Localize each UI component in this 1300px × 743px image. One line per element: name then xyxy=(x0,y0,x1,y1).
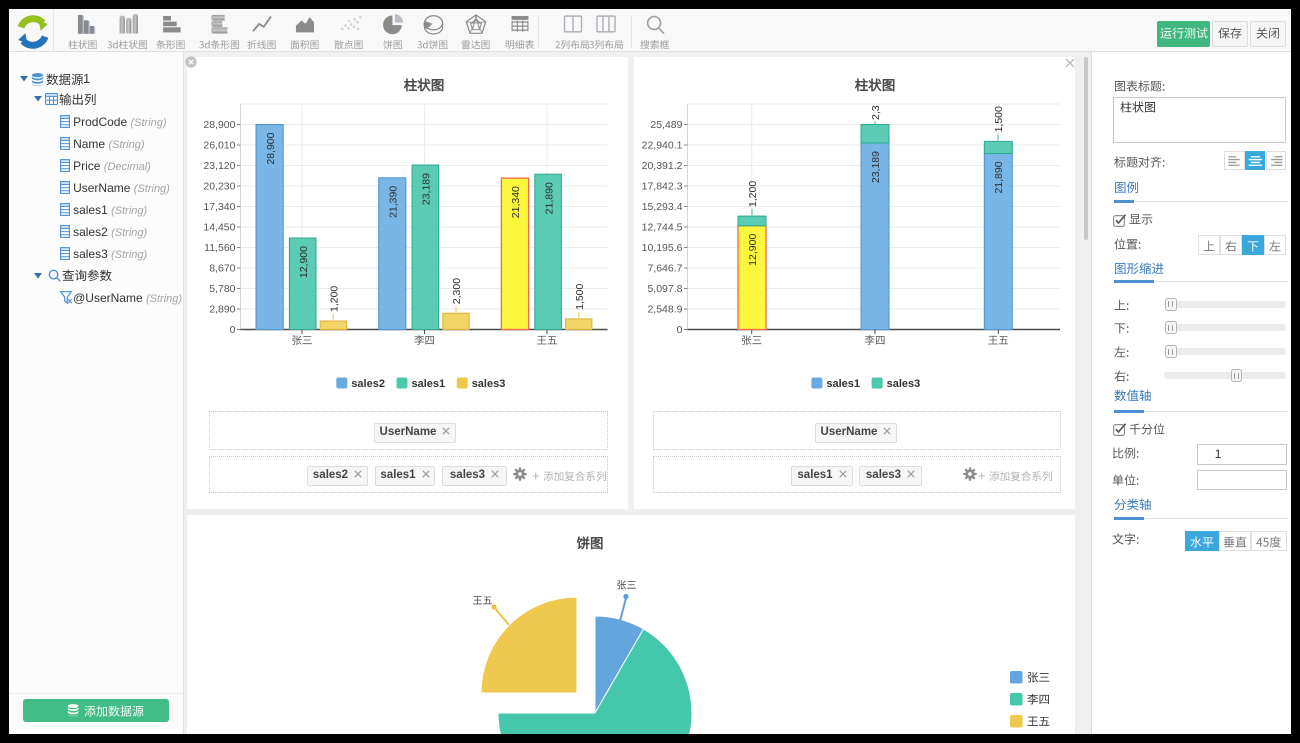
svg-text:sales2: sales2 xyxy=(351,378,385,390)
svg-text:0: 0 xyxy=(230,324,236,336)
svg-text:12,900: 12,900 xyxy=(747,234,759,266)
svg-text:22,940.1: 22,940.1 xyxy=(642,139,683,151)
svg-text:2,3: 2,3 xyxy=(870,105,882,120)
svg-text:5,780: 5,780 xyxy=(209,283,235,295)
svg-text:25,489: 25,489 xyxy=(650,119,682,131)
svg-text:1,500: 1,500 xyxy=(574,283,586,309)
svg-text:14,450: 14,450 xyxy=(203,221,235,233)
svg-text:sales3: sales3 xyxy=(887,378,921,390)
svg-text:10,195.6: 10,195.6 xyxy=(642,242,683,254)
svg-text:17,340: 17,340 xyxy=(203,201,235,213)
svg-text:sales1: sales1 xyxy=(826,378,860,390)
svg-text:sales1: sales1 xyxy=(412,378,446,390)
svg-text:11,560: 11,560 xyxy=(204,242,235,254)
svg-text:sales3: sales3 xyxy=(472,378,506,390)
svg-text:1,500: 1,500 xyxy=(993,106,1005,132)
svg-text:28,900: 28,900 xyxy=(265,132,277,164)
svg-text:2,890: 2,890 xyxy=(209,303,235,315)
svg-text:20,391.2: 20,391.2 xyxy=(642,160,683,172)
svg-text:7,646.7: 7,646.7 xyxy=(647,262,682,274)
svg-text:26,010: 26,010 xyxy=(203,139,235,151)
svg-text:23,120: 23,120 xyxy=(203,160,235,172)
svg-text:0: 0 xyxy=(677,324,683,336)
svg-text:1,200: 1,200 xyxy=(329,286,341,312)
svg-text:17,842.3: 17,842.3 xyxy=(642,180,683,192)
svg-text:21,390: 21,390 xyxy=(388,186,400,218)
svg-text:1,200: 1,200 xyxy=(747,181,759,207)
svg-text:21,340: 21,340 xyxy=(510,186,522,218)
svg-text:12,900: 12,900 xyxy=(298,246,310,278)
svg-text:20,230: 20,230 xyxy=(203,180,235,192)
svg-text:28,900: 28,900 xyxy=(203,119,235,131)
svg-text:5,097.8: 5,097.8 xyxy=(647,283,682,295)
svg-text:8,670: 8,670 xyxy=(209,262,235,274)
svg-text:21,890: 21,890 xyxy=(993,161,1005,193)
svg-text:21,890: 21,890 xyxy=(543,182,555,214)
svg-text:2,300: 2,300 xyxy=(451,278,463,304)
svg-text:23,189: 23,189 xyxy=(421,173,433,205)
svg-text:23,189: 23,189 xyxy=(870,151,882,183)
svg-text:15,293.4: 15,293.4 xyxy=(642,201,683,213)
svg-text:12,744.5: 12,744.5 xyxy=(642,221,683,233)
svg-text:2,548.9: 2,548.9 xyxy=(647,303,682,315)
